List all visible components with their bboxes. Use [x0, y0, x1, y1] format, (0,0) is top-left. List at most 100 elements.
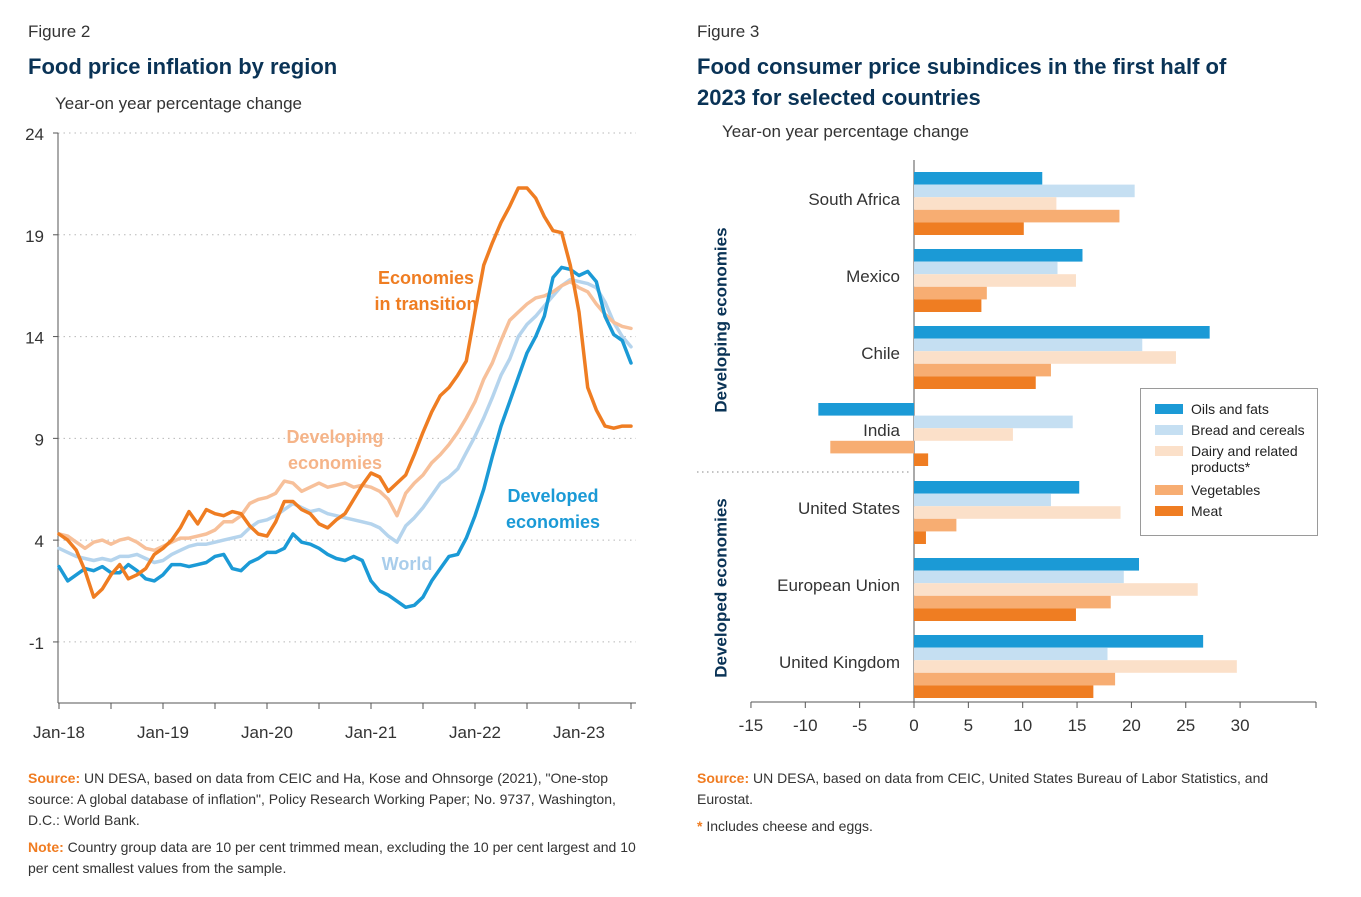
right-footnote: * Includes cheese and eggs. [697, 816, 1277, 837]
y-tick-label: 4 [35, 532, 44, 551]
x-tick-label: Jan-23 [553, 723, 605, 742]
x-tick-label: 25 [1176, 716, 1195, 735]
series-label: Developing [286, 427, 383, 447]
legend-label: Oils and fats [1191, 401, 1269, 417]
legend-swatch [1155, 404, 1183, 414]
bar-chile [914, 376, 1036, 389]
x-tick-label: Jan-18 [33, 723, 85, 742]
legend-label: Bread and cereals [1191, 422, 1305, 438]
bar-india [914, 415, 1073, 429]
bar-united-kingdom [914, 660, 1237, 673]
series-label: Economies [378, 268, 474, 288]
left-source-text: UN DESA, based on data from CEIC and Ha,… [28, 770, 616, 828]
right-source-label: Source: [697, 770, 750, 786]
bar-south-africa [914, 209, 1120, 223]
bar-south-africa [914, 222, 1024, 235]
series-label: in transition [375, 294, 478, 314]
left-chart-title: Food price inflation by region [28, 54, 338, 79]
y-tick-label: 19 [25, 227, 44, 246]
bar-mexico [914, 249, 1083, 262]
legend-swatch [1155, 446, 1183, 456]
series-label: economies [288, 453, 382, 473]
series-line-developed-economies [57, 265, 633, 610]
series-line-world [57, 277, 633, 565]
bar-united-states [914, 531, 926, 544]
bar-chile [914, 338, 1143, 352]
bar-european-union [914, 558, 1140, 571]
bar-united-kingdom [914, 685, 1094, 698]
legend-swatch [1155, 485, 1183, 495]
right-chart-subtitle: Year-on year percentage change [722, 122, 969, 141]
x-tick-label: 30 [1231, 716, 1250, 735]
x-tick-label: -5 [852, 716, 867, 735]
category-label: United Kingdom [779, 653, 900, 672]
x-tick-label: 0 [909, 716, 918, 735]
right-source-note: Source: UN DESA, based on data from CEIC… [697, 768, 1277, 810]
left-source-note: Source: UN DESA, based on data from CEIC… [28, 768, 648, 831]
bar-chile [914, 351, 1176, 364]
x-tick-label: 20 [1122, 716, 1141, 735]
left-source-label: Source: [28, 770, 81, 786]
left-note: Note: Country group data are 10 per cent… [28, 837, 648, 879]
bar-european-union [914, 570, 1124, 584]
left-line-chart: -1 4 9 14 19 24 Jan-18 Jan-19 Jan-20 Jan-21 Jan-22… [25, 125, 636, 742]
left-chart-subtitle: Year-on year percentage change [55, 94, 302, 113]
right-footnote-text: Includes cheese and eggs. [706, 818, 873, 834]
bar-south-africa [914, 172, 1043, 185]
x-tick-label: Jan-20 [241, 723, 293, 742]
y-tick-label: 9 [35, 430, 44, 449]
series-label: economies [506, 512, 600, 532]
x-tick-label: 5 [964, 716, 973, 735]
bar-mexico [914, 274, 1076, 287]
left-note-label: Note: [28, 839, 64, 855]
legend-label: Dairy and related products* [1191, 443, 1298, 475]
legend-label: Vegetables [1191, 482, 1261, 498]
left-note-text: Country group data are 10 per cent trimm… [28, 839, 636, 876]
bar-mexico [914, 286, 987, 300]
legend-label: Meat [1191, 503, 1223, 519]
category-label: Chile [861, 344, 900, 363]
bar-south-africa [914, 184, 1135, 198]
bar-european-union [914, 583, 1198, 596]
series-line-developing-economies [57, 279, 633, 553]
bar-united-states [914, 506, 1121, 519]
right-chart-title-line1: Food consumer price subindices in the fi… [697, 54, 1227, 79]
x-tick-label: Jan-19 [137, 723, 189, 742]
series-line-economies-in-transition [57, 186, 633, 599]
y-tick-label: -1 [29, 634, 44, 653]
x-tick-label: Jan-21 [345, 723, 397, 742]
right-chart-title-line2: 2023 for selected countries [697, 85, 981, 110]
right-footnote-star: * [697, 818, 703, 834]
bar-united-states [914, 518, 957, 532]
bar-united-kingdom [914, 672, 1116, 686]
group-label: Developed economies [711, 498, 730, 678]
bar-india [914, 453, 929, 466]
series-label: Developed [507, 486, 598, 506]
series-label: World [382, 554, 433, 574]
legend-swatch [1155, 425, 1183, 435]
bar-european-union [914, 595, 1111, 609]
bar-united-states [914, 493, 1051, 507]
bar-chile [914, 363, 1051, 377]
x-tick-label: -10 [793, 716, 818, 735]
left-figure-label: Figure 2 [28, 22, 91, 41]
bar-european-union [914, 608, 1076, 621]
x-tick-label: 15 [1068, 716, 1087, 735]
right-source-text: UN DESA, based on data from CEIC, United… [697, 770, 1269, 807]
right-chart-title: Food consumer price subindices in the fi… [697, 51, 1226, 113]
category-label: Mexico [846, 267, 900, 286]
bar-india [830, 440, 914, 454]
category-label: India [863, 421, 900, 440]
bar-united-kingdom [914, 647, 1108, 661]
y-tick-label: 14 [25, 329, 44, 348]
right-figure-label: Figure 3 [697, 22, 760, 41]
x-tick-label: -15 [739, 716, 764, 735]
right-bar-chart: -15 -10 -5 0 5 10 15 20 25 30 South Africa Mexico Ch… [697, 160, 1317, 735]
legend-swatch [1155, 506, 1183, 516]
bar-chart-legend: Oils and fats Bread and cereals Dairy and … [1140, 388, 1318, 536]
y-tick-label: 24 [25, 125, 44, 144]
bar-south-africa [914, 197, 1057, 210]
x-tick-label: Jan-22 [449, 723, 501, 742]
category-label: United States [798, 499, 900, 518]
